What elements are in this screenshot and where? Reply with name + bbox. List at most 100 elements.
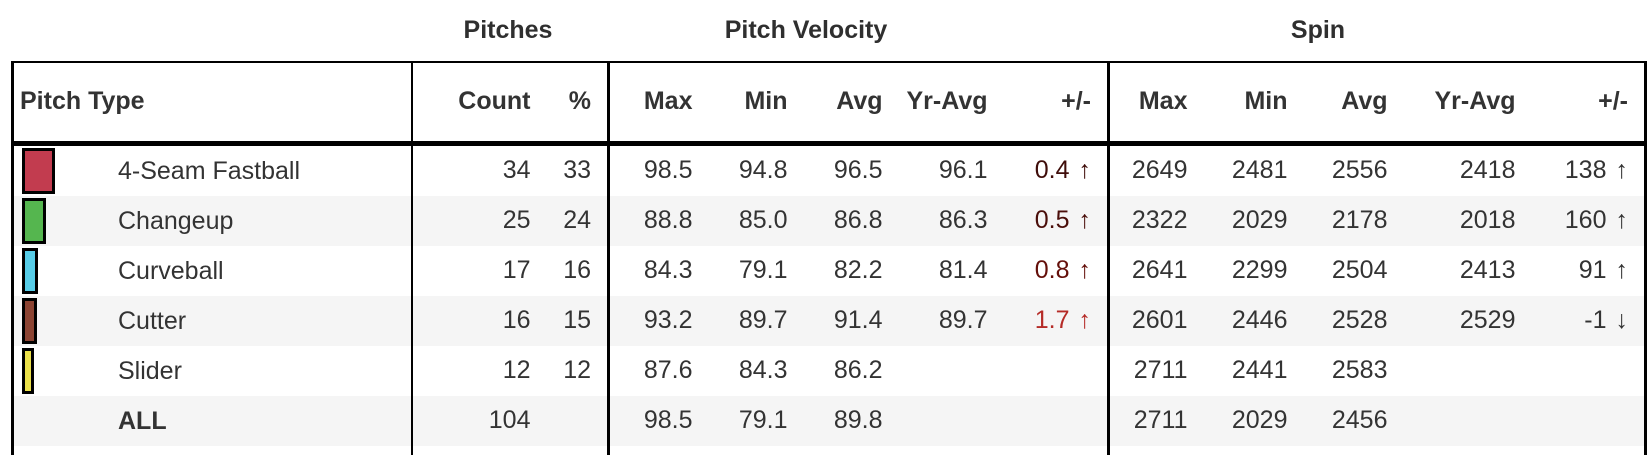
spin-trend-arrow-icon: ↑ xyxy=(1615,206,1629,234)
pct-cell: 33 xyxy=(546,143,610,196)
vel-plus-minus-cell xyxy=(1003,395,1110,446)
vel-max-cell: 84.3 xyxy=(643,256,693,284)
pitch-color-swatch xyxy=(22,347,34,394)
spin-yr-avg-cell: 2413 xyxy=(1459,256,1516,284)
spin-plus-minus-cell xyxy=(1532,396,1646,446)
vel-max-cell: 93.2 xyxy=(643,306,693,334)
vel-max-cell: 88.8 xyxy=(643,206,693,234)
pitch-color-swatch xyxy=(22,297,37,344)
spin-plus-minus-value: 91 xyxy=(1578,256,1607,284)
vel-yr-avg-cell: 86.3 xyxy=(938,206,988,234)
spin-yr-avg-cell xyxy=(1404,346,1532,396)
pitch-name: Curveball xyxy=(118,256,224,285)
vel-plus-minus-cell: 0.4 ↑ xyxy=(1003,143,1110,196)
pct-cell: 12 xyxy=(546,345,610,396)
spin-avg-cell: 2583 xyxy=(1331,356,1388,384)
col-header-vel-min: Min xyxy=(708,62,804,146)
vel-plus-minus-value: 0.8 xyxy=(1034,256,1070,284)
spin-yr-avg-cell xyxy=(1404,396,1532,446)
pct-cell: 24 xyxy=(546,195,610,246)
spin-yr-avg-cell: 2529 xyxy=(1459,306,1516,334)
pitch-name: 4-Seam Fastball xyxy=(118,156,301,185)
spin-trend-arrow-icon: ↓ xyxy=(1615,306,1629,334)
spin-min-cell: 2029 xyxy=(1231,406,1288,434)
col-header-spin-yr-avg: Yr-Avg xyxy=(1403,62,1532,146)
pitch-color-swatch xyxy=(22,147,55,194)
spin-plus-minus-value: -1 xyxy=(1584,306,1607,334)
spin-plus-minus-cell: 160 ↑ xyxy=(1532,196,1646,246)
spin-min-cell: 2299 xyxy=(1231,256,1288,284)
pct-cell: 15 xyxy=(546,295,610,346)
pitch-name: Slider xyxy=(118,356,182,385)
vel-trend-arrow-icon: ↑ xyxy=(1078,206,1092,234)
spin-min-cell: 2029 xyxy=(1231,206,1288,234)
spin-max-cell: 2601 xyxy=(1131,306,1188,334)
count-cell: 17 xyxy=(502,256,531,284)
count-cell: 12 xyxy=(502,356,531,384)
count-cell: 25 xyxy=(502,206,531,234)
col-header-spin-min: Min xyxy=(1203,62,1304,146)
table-row: Cutter 16 15 93.2 89.7 91.4 89.7 1.7 ↑ 2601 2446 25… xyxy=(12,295,1646,346)
spin-yr-avg-cell: 2018 xyxy=(1459,206,1516,234)
spin-plus-minus-cell: 91 ↑ xyxy=(1532,246,1646,296)
table-row-all: ALL 104 98.5 79.1 89.8 2711 2029 2456 xyxy=(12,395,1646,446)
vel-plus-minus-value: 0.5 xyxy=(1034,206,1070,234)
spin-min-cell: 2446 xyxy=(1231,306,1288,334)
spin-plus-minus-cell xyxy=(1532,346,1646,396)
col-header-vel-avg: Avg xyxy=(803,62,899,146)
spin-min-cell: 2481 xyxy=(1231,156,1288,184)
spin-plus-minus-value: 138 xyxy=(1564,156,1607,184)
col-header-vel-plus-minus: +/- xyxy=(1003,62,1110,146)
col-header-spin-plus-minus: +/- xyxy=(1531,62,1646,146)
clipped-row xyxy=(12,445,1646,455)
vel-min-cell: 84.3 xyxy=(738,356,788,384)
col-header-spin-avg: Avg xyxy=(1303,62,1404,146)
table-row: Changeup 25 24 88.8 85.0 86.8 86.3 0.5 ↑ 2322 2029… xyxy=(12,195,1646,246)
spin-avg-cell: 2456 xyxy=(1331,406,1388,434)
spin-plus-minus-cell: -1 ↓ xyxy=(1532,296,1646,346)
pitch-name: ALL xyxy=(118,406,167,435)
spin-plus-minus-value: 160 xyxy=(1564,206,1607,234)
col-header-count: Count xyxy=(411,62,547,146)
vel-max-cell: 98.5 xyxy=(643,156,693,184)
pitch-stats-table: Pitch Type Count % Max Min Avg Yr-Avg +/… xyxy=(11,61,1647,455)
table-row: Slider 12 12 87.6 84.3 86.2 2711 2441 2583 xyxy=(12,345,1646,396)
vel-avg-cell: 89.8 xyxy=(833,406,883,434)
vel-avg-cell: 86.8 xyxy=(833,206,883,234)
col-header-pct: % xyxy=(546,62,610,146)
column-header-row: Pitch Type Count % Max Min Avg Yr-Avg +/… xyxy=(12,62,1646,146)
count-cell: 16 xyxy=(502,306,531,334)
spin-max-cell: 2322 xyxy=(1131,206,1188,234)
group-header-pitches: Pitches xyxy=(463,16,553,44)
spin-max-cell: 2711 xyxy=(1133,356,1188,384)
col-header-spin-max: Max xyxy=(1108,62,1204,146)
pitch-type-cell: Slider xyxy=(12,345,413,396)
count-cell: 34 xyxy=(502,156,531,184)
spin-yr-avg-cell: 2418 xyxy=(1459,156,1516,184)
vel-max-cell: 98.5 xyxy=(643,406,693,434)
pct-cell xyxy=(546,395,610,446)
pitch-color-swatch xyxy=(22,247,38,294)
vel-min-cell: 85.0 xyxy=(738,206,788,234)
vel-yr-avg-cell: 89.7 xyxy=(938,306,988,334)
pitch-type-cell: Changeup xyxy=(12,195,413,246)
spin-avg-cell: 2178 xyxy=(1331,206,1388,234)
spin-avg-cell: 2504 xyxy=(1331,256,1388,284)
pitch-name: Cutter xyxy=(118,306,187,335)
vel-yr-avg-cell xyxy=(899,346,1004,396)
group-header-pitch-velocity: Pitch Velocity xyxy=(724,16,888,44)
spin-max-cell: 2641 xyxy=(1131,256,1188,284)
spin-avg-cell: 2556 xyxy=(1331,156,1388,184)
spin-max-cell: 2711 xyxy=(1133,406,1188,434)
vel-min-cell: 79.1 xyxy=(738,256,788,284)
spin-avg-cell: 2528 xyxy=(1331,306,1388,334)
vel-plus-minus-cell: 0.8 ↑ xyxy=(1003,245,1110,296)
pitch-color-swatch xyxy=(22,197,46,244)
pitch-type-cell: Cutter xyxy=(12,295,413,346)
vel-avg-cell: 96.5 xyxy=(833,156,883,184)
spin-trend-arrow-icon: ↑ xyxy=(1615,256,1629,284)
col-header-vel-yr-avg: Yr-Avg xyxy=(898,62,1004,146)
vel-trend-arrow-icon: ↑ xyxy=(1078,256,1092,284)
table-row: Curveball 17 16 84.3 79.1 82.2 81.4 0.8 ↑ 2641 229… xyxy=(12,245,1646,296)
vel-plus-minus-cell: 0.5 ↑ xyxy=(1003,195,1110,246)
